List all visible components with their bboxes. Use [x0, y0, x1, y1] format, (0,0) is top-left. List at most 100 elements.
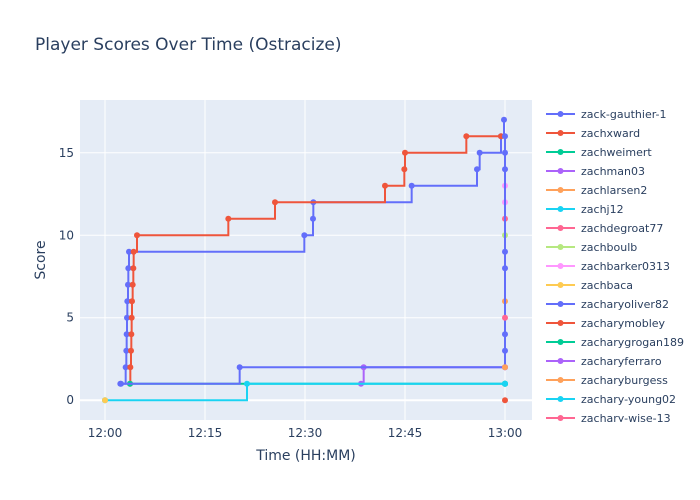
- data-point[interactable]: [272, 199, 278, 206]
- data-point[interactable]: [501, 116, 507, 123]
- data-point[interactable]: [502, 347, 508, 354]
- legend-item[interactable]: zachbarker0313: [546, 260, 670, 273]
- legend-marker: [557, 358, 564, 364]
- data-point[interactable]: [502, 133, 508, 140]
- x-tick-label: 12:45: [388, 426, 423, 440]
- data-point[interactable]: [225, 215, 232, 222]
- x-tick-label: 12:00: [88, 426, 123, 440]
- legend-label: zachbaca: [581, 279, 633, 292]
- legend-item[interactable]: zachxward: [546, 127, 640, 140]
- data-point[interactable]: [126, 248, 132, 255]
- x-tick-label: 12:15: [188, 426, 223, 440]
- data-point[interactable]: [310, 215, 316, 222]
- y-tick-label: 0: [66, 393, 74, 407]
- data-point[interactable]: [128, 331, 135, 338]
- legend-marker: [557, 225, 564, 231]
- y-tick-label: 15: [59, 146, 74, 160]
- data-point[interactable]: [123, 347, 130, 354]
- data-point[interactable]: [236, 364, 243, 371]
- legend-item[interactable]: zachdegroat77: [546, 222, 663, 235]
- legend-marker: [557, 282, 564, 288]
- data-point[interactable]: [401, 166, 408, 173]
- legend-item[interactable]: zachbaca: [546, 279, 633, 292]
- data-point[interactable]: [122, 364, 129, 371]
- data-point[interactable]: [474, 166, 480, 173]
- legend-label: zachweimert: [581, 146, 652, 159]
- legend-marker: [557, 206, 564, 212]
- x-tick-label: 12:30: [288, 426, 323, 440]
- legend-marker: [557, 263, 564, 269]
- legend-label: zachlarsen2: [581, 184, 647, 197]
- data-point[interactable]: [301, 232, 308, 239]
- data-point[interactable]: [502, 331, 508, 338]
- data-point[interactable]: [382, 182, 388, 189]
- data-point[interactable]: [408, 182, 415, 189]
- data-point[interactable]: [402, 149, 408, 156]
- series-zachary-wise-13: [502, 314, 508, 321]
- legend-label: zachdegroat77: [581, 222, 663, 235]
- data-point[interactable]: [129, 281, 136, 288]
- legend-label: zacharyoliver82: [581, 298, 669, 311]
- legend-marker: [557, 187, 564, 193]
- data-point[interactable]: [129, 298, 135, 305]
- legend-marker: [557, 168, 564, 174]
- data-point[interactable]: [502, 248, 508, 255]
- legend-item[interactable]: zacharymobley: [546, 317, 666, 330]
- legend-marker: [557, 301, 564, 307]
- legend-item[interactable]: zacharyburgess: [546, 374, 668, 387]
- data-point[interactable]: [130, 248, 137, 255]
- legend-label: zachary-young02: [581, 393, 676, 406]
- legend-marker: [557, 415, 564, 421]
- x-axis-label: Time (HH:MM): [255, 448, 356, 464]
- legend-label: zacharyburgess: [581, 374, 668, 387]
- data-point[interactable]: [130, 265, 137, 272]
- data-point[interactable]: [125, 265, 132, 272]
- data-point[interactable]: [128, 347, 134, 354]
- legend-item[interactable]: zachary-wise-13: [546, 412, 671, 425]
- legend-item[interactable]: zacharygrogan189: [546, 336, 684, 349]
- data-point[interactable]: [134, 232, 140, 239]
- data-point[interactable]: [102, 397, 108, 404]
- legend-marker: [557, 339, 564, 345]
- legend-marker: [557, 396, 564, 402]
- data-point[interactable]: [502, 397, 508, 404]
- data-point[interactable]: [117, 380, 124, 387]
- data-point[interactable]: [502, 364, 508, 371]
- y-tick-label: 5: [66, 311, 74, 325]
- legend-item[interactable]: zachboulb: [546, 241, 637, 254]
- legend-marker: [557, 130, 564, 136]
- data-point[interactable]: [463, 133, 470, 140]
- legend-item[interactable]: zachj12: [546, 203, 624, 216]
- legend-item[interactable]: zachman03: [546, 165, 645, 178]
- legend-item[interactable]: zacharyoliver82: [546, 298, 669, 311]
- data-point[interactable]: [502, 380, 508, 387]
- data-point[interactable]: [502, 265, 508, 272]
- legend-item[interactable]: zachweimert: [546, 146, 652, 159]
- series-zacharyoliver82: [117, 133, 508, 387]
- legend-item[interactable]: zachlarsen2: [546, 184, 647, 197]
- data-point[interactable]: [476, 149, 483, 156]
- legend-item[interactable]: zacharyferraro: [546, 355, 662, 368]
- legend-label: zachbarker0313: [581, 260, 670, 273]
- legend-marker: [557, 149, 564, 155]
- data-point[interactable]: [123, 331, 130, 338]
- legend-item[interactable]: zachary-young02: [546, 393, 676, 406]
- legend-label: zachman03: [581, 165, 645, 178]
- legend-marker: [557, 320, 564, 326]
- data-point[interactable]: [502, 314, 508, 321]
- legend-label: zack-gauthier-1: [581, 108, 667, 121]
- data-point[interactable]: [125, 281, 131, 288]
- data-point[interactable]: [124, 298, 131, 305]
- data-point[interactable]: [128, 314, 135, 321]
- data-point[interactable]: [127, 364, 134, 371]
- legend-marker: [557, 377, 564, 383]
- plot-area[interactable]: [80, 100, 532, 420]
- legend-item[interactable]: zack-gauthier-1: [546, 108, 667, 121]
- data-point[interactable]: [124, 314, 130, 321]
- data-point[interactable]: [502, 149, 508, 156]
- data-point[interactable]: [244, 380, 250, 387]
- legend-label: zacharygrogan189: [581, 336, 684, 349]
- data-point[interactable]: [502, 166, 508, 173]
